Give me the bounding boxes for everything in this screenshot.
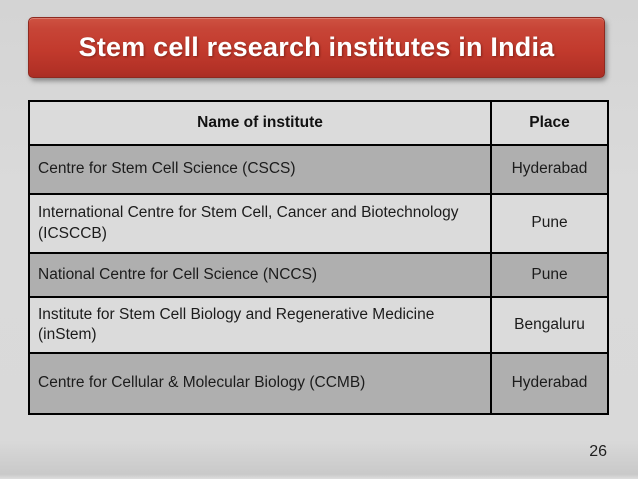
institute-place: Pune xyxy=(490,193,609,254)
table-row: Centre for Cellular & Molecular Biology … xyxy=(28,352,609,415)
page-number: 26 xyxy=(589,443,607,460)
institutes-table: Name of institute Place Centre for Stem … xyxy=(28,100,609,415)
institute-name: Centre for Cellular & Molecular Biology … xyxy=(28,352,492,415)
institute-name: International Centre for Stem Cell, Canc… xyxy=(28,193,492,254)
table-header-row: Name of institute Place xyxy=(28,100,609,146)
table-row: Centre for Stem Cell Science (CSCS) Hyde… xyxy=(28,144,609,195)
table-row: International Centre for Stem Cell, Canc… xyxy=(28,193,609,254)
institute-place: Pune xyxy=(490,252,609,298)
table-row: National Centre for Cell Science (NCCS) … xyxy=(28,252,609,298)
slide-title-banner: Stem cell research institutes in India xyxy=(28,17,605,78)
institute-name: Institute for Stem Cell Biology and Rege… xyxy=(28,296,492,354)
institute-name: National Centre for Cell Science (NCCS) xyxy=(28,252,492,298)
institute-place: Hyderabad xyxy=(490,144,609,195)
institute-name: Centre for Stem Cell Science (CSCS) xyxy=(28,144,492,195)
institute-place: Bengaluru xyxy=(490,296,609,354)
column-header-place: Place xyxy=(490,100,609,146)
column-header-name: Name of institute xyxy=(28,100,492,146)
slide-title: Stem cell research institutes in India xyxy=(78,32,555,62)
institute-place: Hyderabad xyxy=(490,352,609,415)
table-row: Institute for Stem Cell Biology and Rege… xyxy=(28,296,609,354)
